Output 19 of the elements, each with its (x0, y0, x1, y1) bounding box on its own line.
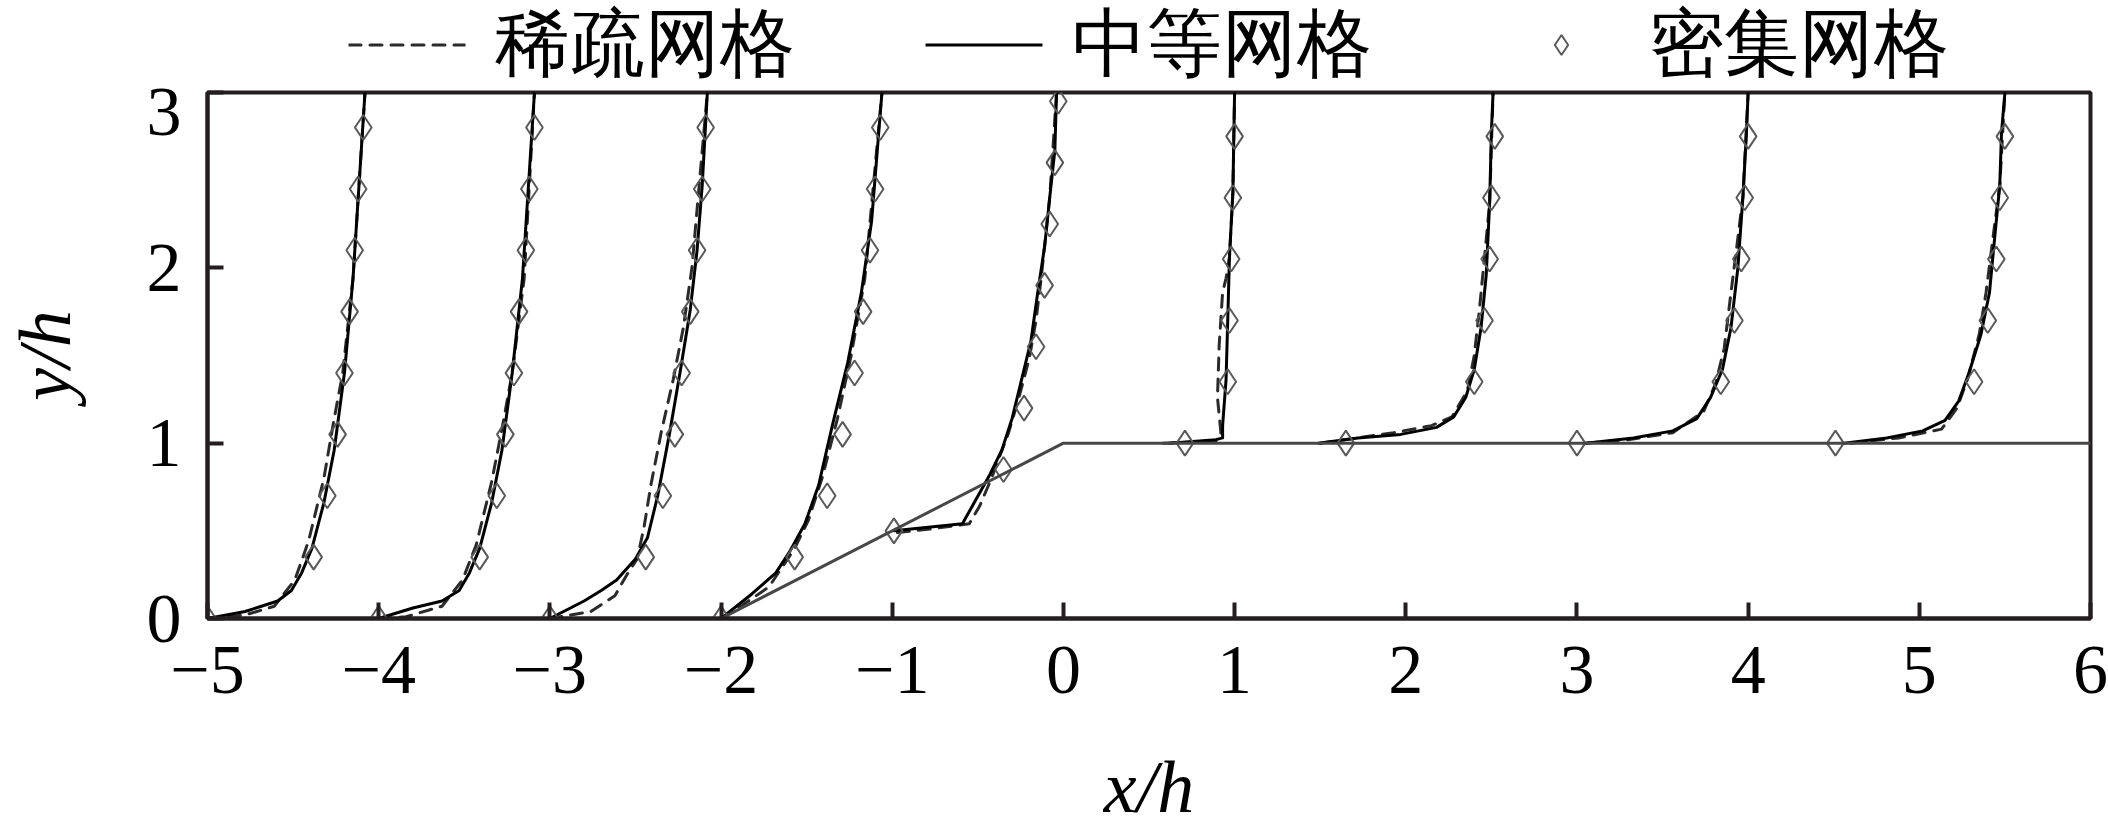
x-tick-label: −1 (854, 630, 930, 708)
x-tick-label: 3 (1559, 630, 1595, 708)
legend-label: 稀疏网格 (495, 0, 795, 87)
y-tick-label: 2 (146, 228, 182, 306)
legend-label: 密集网格 (1649, 0, 1949, 87)
x-tick-label: 5 (1901, 630, 1937, 708)
x-tick-label: 6 (2073, 630, 2108, 708)
x-tick-label: −3 (512, 630, 588, 708)
x-tick-label: −4 (341, 630, 416, 708)
x-tick-label: −2 (683, 630, 759, 708)
y-axis-title: y/h (3, 310, 86, 408)
x-axis-title: x/h (1102, 745, 1195, 828)
y-tick-label: 1 (146, 404, 182, 482)
x-tick-label: 1 (1217, 630, 1253, 708)
x-tick-label: 2 (1388, 630, 1424, 708)
legend-label: 中等网格 (1072, 0, 1372, 87)
x-tick-label: 0 (1045, 630, 1081, 708)
y-tick-label: 3 (146, 72, 182, 150)
x-tick-label: 4 (1730, 630, 1766, 708)
